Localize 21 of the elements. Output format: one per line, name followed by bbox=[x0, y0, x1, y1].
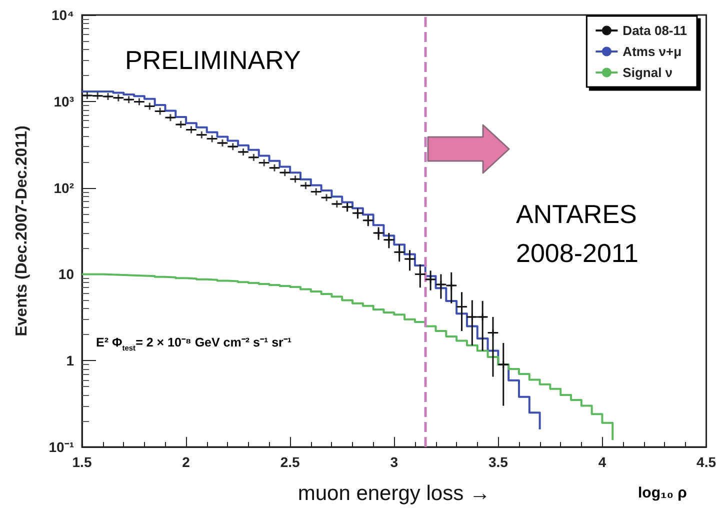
x-tick-label: 1.5 bbox=[72, 454, 92, 470]
y-tick-label: 10² bbox=[54, 180, 74, 196]
legend-label: Atms ν+μ bbox=[622, 44, 682, 59]
x-tick-label: 4.5 bbox=[696, 454, 716, 470]
y-tick-label: 10⁻¹ bbox=[48, 439, 74, 455]
annotation: PRELIMINARY bbox=[125, 45, 301, 75]
annotation: ANTARES 2008-2011 bbox=[516, 199, 638, 268]
y-axis-title: Events (Dec.2007-Dec.2011) bbox=[14, 126, 30, 336]
x-tick-label: 3 bbox=[390, 454, 398, 470]
y-tick-label: 10 bbox=[58, 266, 74, 282]
x-tick-label: 2 bbox=[182, 454, 190, 470]
y-tick-label: 10³ bbox=[54, 93, 74, 110]
x-tick-label: 2.5 bbox=[280, 454, 300, 470]
x-tick-label: 3.5 bbox=[488, 454, 508, 470]
legend-label: Signal ν bbox=[622, 65, 673, 80]
x-tick-label: 4 bbox=[598, 454, 606, 470]
y-tick-label: 1 bbox=[66, 352, 74, 369]
legend-label: Data 08-11 bbox=[622, 23, 688, 38]
x-axis-title: muon energy loss → bbox=[298, 482, 490, 505]
y-tick-label: 10⁴ bbox=[52, 7, 74, 23]
text: log₁₀ ρ bbox=[638, 484, 687, 502]
